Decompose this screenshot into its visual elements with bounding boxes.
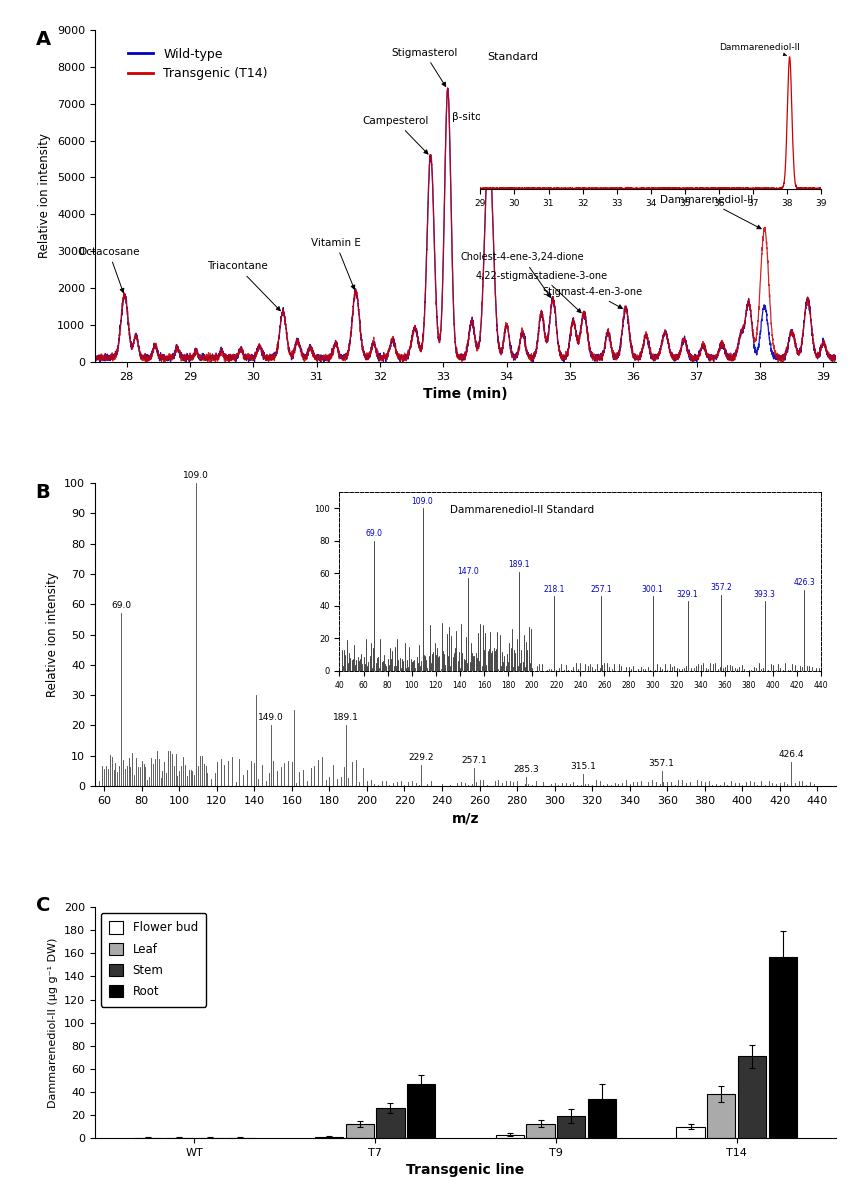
Y-axis label: Relative ion intensity: Relative ion intensity [39,133,52,259]
Text: 149.0: 149.0 [258,713,284,722]
Bar [737,1057,765,1138]
Text: Stigmast-4-en-3-one: Stigmast-4-en-3-one [542,288,641,308]
Text: 257.1: 257.1 [461,756,486,764]
Text: B: B [35,483,50,502]
Text: Stigmasterol: Stigmasterol [391,48,457,86]
Bar [526,1124,554,1138]
Bar [345,1124,374,1138]
Text: Vitamin E: Vitamin E [310,237,360,289]
Bar [406,1084,435,1138]
Text: 189.1: 189.1 [333,713,359,722]
Bar [556,1117,585,1138]
Text: 285.3: 285.3 [513,764,539,774]
Text: β-sitosterol: β-sitosterol [451,113,511,143]
Text: 109.0: 109.0 [183,471,209,480]
Text: Campesterol: Campesterol [362,116,429,155]
Text: 229.2: 229.2 [408,752,434,762]
Bar [768,957,796,1138]
Text: 4,22-stigmastadiene-3-one: 4,22-stigmastadiene-3-one [475,271,607,313]
Text: 357.1: 357.1 [648,758,674,768]
X-axis label: m/z: m/z [451,811,479,825]
Bar [376,1108,404,1138]
Text: Triacontane: Triacontane [207,261,280,310]
Bar [706,1094,734,1138]
Text: C: C [35,896,50,915]
Text: 315.1: 315.1 [569,762,595,770]
X-axis label: Time (min): Time (min) [423,387,507,401]
X-axis label: Transgenic line: Transgenic line [406,1163,524,1178]
Text: 69.0: 69.0 [111,601,131,610]
Y-axis label: Dammarenediol-II (μg g⁻¹ DW): Dammarenediol-II (μg g⁻¹ DW) [48,938,59,1108]
Y-axis label: Relative ion intensity: Relative ion intensity [46,571,59,697]
Bar [676,1126,704,1138]
Text: A: A [35,30,51,49]
Bar [587,1099,616,1138]
Bar [495,1135,523,1138]
Text: Cholest-4-ene-3,24-dione: Cholest-4-ene-3,24-dione [460,253,584,297]
Legend: Flower bud, Leaf, Stem, Root: Flower bud, Leaf, Stem, Root [101,913,206,1006]
Legend: Wild-type, Transgenic (T14): Wild-type, Transgenic (T14) [123,43,272,85]
Text: Dammarenediol-II: Dammarenediol-II [659,195,760,229]
Text: 426.4: 426.4 [777,750,803,758]
Text: Octacosane: Octacosane [77,247,139,292]
